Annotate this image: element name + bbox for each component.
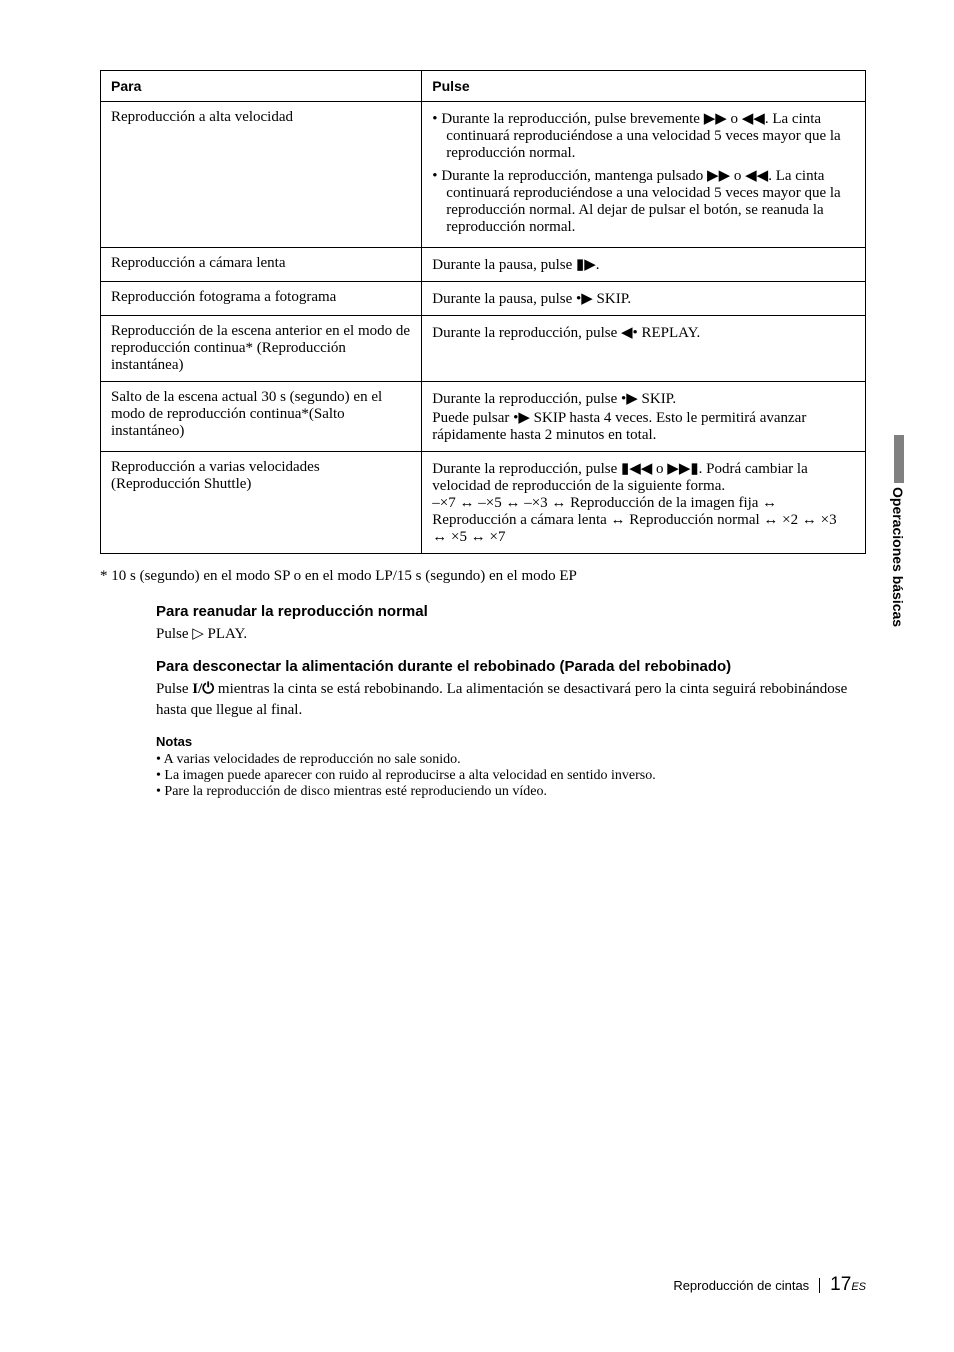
table-row: Reproducción a varias velocidades (Repro… [101,452,866,554]
cell-para: Salto de la escena actual 30 s (segundo)… [101,382,422,452]
cell-pulse: Durante la pausa, pulse ▮▶. [422,248,866,282]
cell-para: Reproducción a alta velocidad [101,102,422,248]
section-notas: Notas A varias velocidades de reproducci… [100,734,866,800]
pulse-line: Durante la reproducción, pulse ▮◀◀ o ▶▶▮… [432,459,855,495]
notas-item: Pare la reproducción de disco mientras e… [156,784,866,800]
side-tab: Operaciones básicas [894,435,912,660]
table-row: Salto de la escena actual 30 s (segundo)… [101,382,866,452]
footer-page: 17 [830,1274,851,1296]
cell-pulse: Durante la reproducción, pulse ▮◀◀ o ▶▶▮… [422,452,866,554]
bullet-item: Durante la reproducción, mantenga pulsad… [432,166,855,236]
header-para: Para [101,71,422,102]
table-row: Reproducción fotograma a fotograma Duran… [101,282,866,316]
cell-pulse: Durante la pausa, pulse •▶ SKIP. [422,282,866,316]
side-tab-bar [894,435,904,483]
playback-table: Para Pulse Reproducción a alta velocidad… [100,70,866,554]
cell-para: Reproducción de la escena anterior en el… [101,316,422,382]
pulse-line: Puede pulsar •▶ SKIP hasta 4 veces. Esto… [432,408,855,444]
section-power: Para desconectar la alimentación durante… [100,658,866,720]
section-body: Pulse I/⏻ mientras la cinta se está rebo… [156,679,866,720]
section-resume: Para reanudar la reproducción normal Pul… [100,603,866,644]
cell-pulse: Durante la reproducción, pulse •▶ SKIP. … [422,382,866,452]
notas-item: A varias velocidades de reproducción no … [156,752,866,768]
section-heading: Para reanudar la reproducción normal [156,603,866,620]
table-row: Reproducción a cámara lenta Durante la p… [101,248,866,282]
side-tab-label: Operaciones básicas [890,487,906,627]
notas-item: La imagen puede aparecer con ruido al re… [156,768,866,784]
cell-pulse: Durante la reproducción, pulse brevement… [422,102,866,248]
cell-para: Reproducción fotograma a fotograma [101,282,422,316]
power-icon: ⏻ [202,680,214,697]
pulse-line: Durante la reproducción, pulse •▶ SKIP. [432,389,855,408]
pulse-line: –×7 ↔ –×5 ↔ –×3 ↔ Reproducción de la ima… [432,495,855,546]
footer-suffix: ES [851,1281,866,1293]
notas-label: Notas [156,734,866,749]
cell-pulse: Durante la reproducción, pulse ◀• REPLAY… [422,316,866,382]
section-body: Pulse ▷ PLAY. [156,624,866,644]
footnote: * 10 s (segundo) en el modo SP o en el m… [100,568,866,585]
table-row: Reproducción a alta velocidad Durante la… [101,102,866,248]
cell-para: Reproducción a cámara lenta [101,248,422,282]
bullet-item: Durante la reproducción, pulse brevement… [432,109,855,162]
cell-para: Reproducción a varias velocidades (Repro… [101,452,422,554]
footer: Reproducción de cintas 17 ES [673,1274,866,1296]
section-heading: Para desconectar la alimentación durante… [156,658,866,675]
table-row: Reproducción de la escena anterior en el… [101,316,866,382]
footer-title: Reproducción de cintas [673,1278,820,1293]
header-pulse: Pulse [422,71,866,102]
